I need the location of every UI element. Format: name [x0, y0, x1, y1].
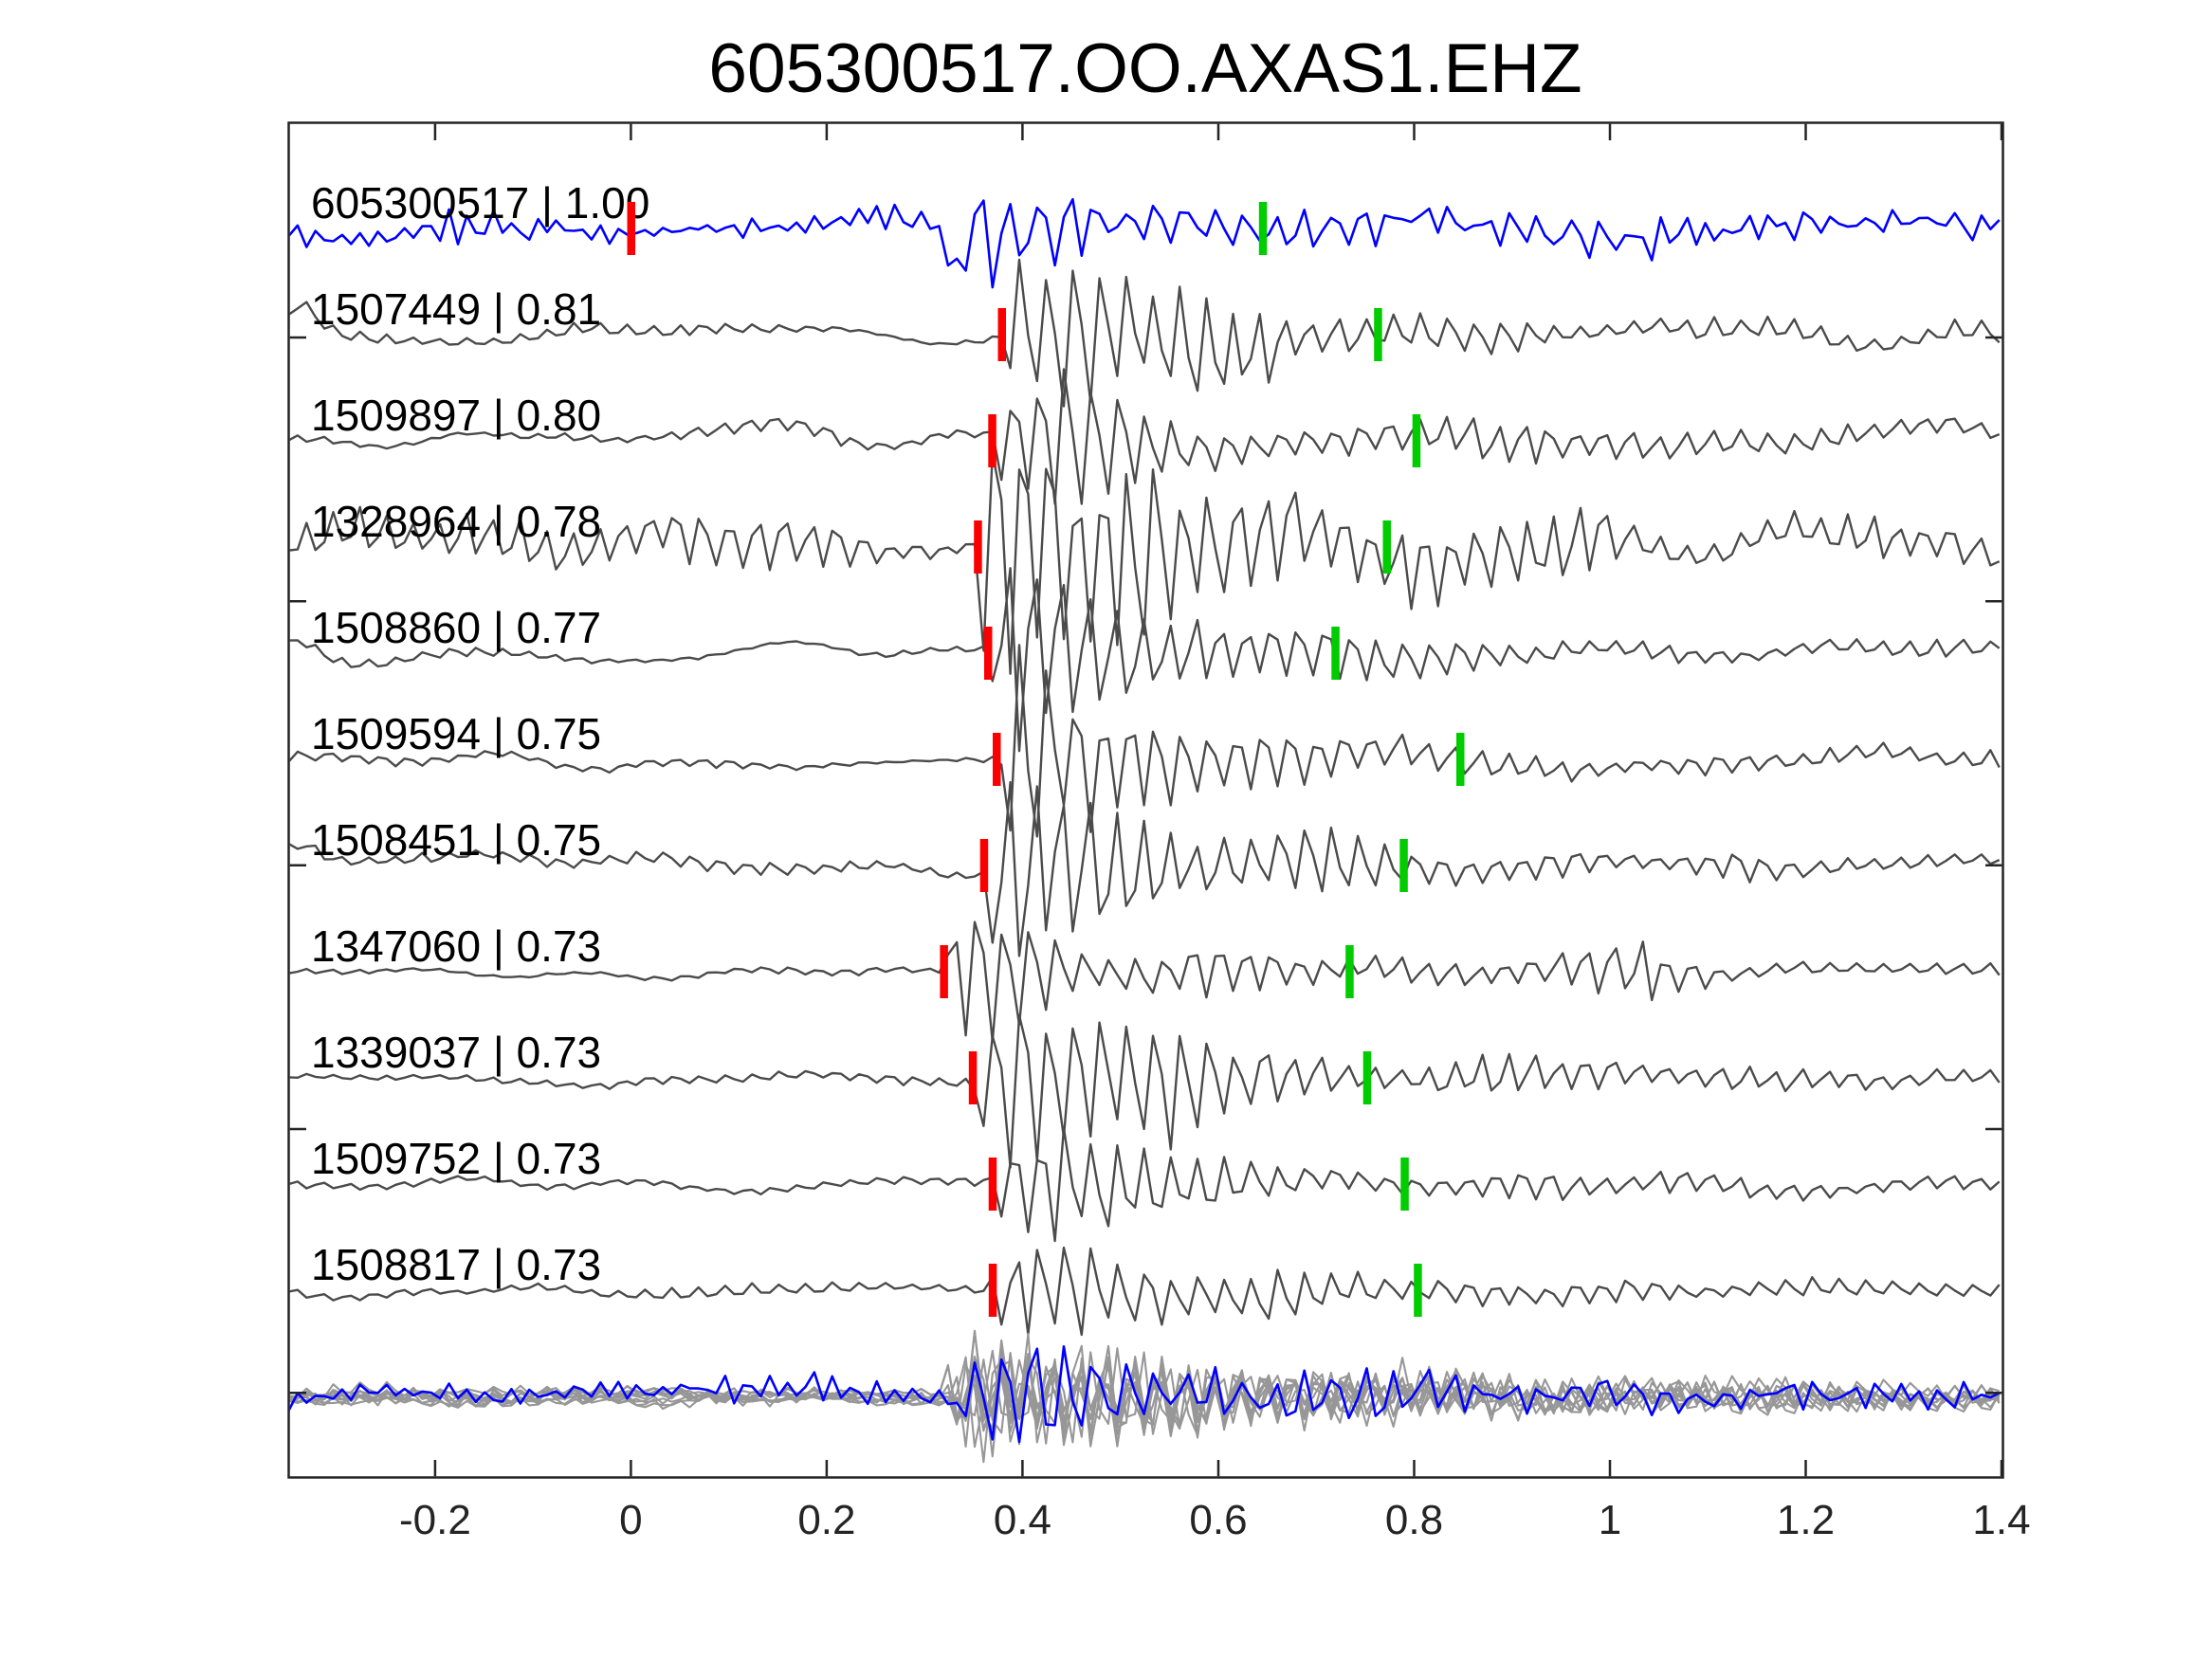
svg-text:1509594 | 0.75: 1509594 | 0.75	[311, 709, 601, 758]
svg-text:1328964 | 0.78: 1328964 | 0.78	[311, 497, 601, 546]
svg-text:0.4: 0.4	[994, 1497, 1051, 1543]
svg-text:1509752 | 0.73: 1509752 | 0.73	[311, 1134, 601, 1183]
svg-text:-0.2: -0.2	[399, 1497, 471, 1543]
svg-text:1508860 | 0.77: 1508860 | 0.77	[311, 603, 601, 652]
svg-text:0: 0	[619, 1497, 642, 1543]
svg-text:0.8: 0.8	[1385, 1497, 1443, 1543]
svg-text:1508451 | 0.75: 1508451 | 0.75	[311, 815, 601, 865]
svg-text:1: 1	[1599, 1497, 1621, 1543]
svg-text:605300517 | 1.00: 605300517 | 1.00	[311, 178, 649, 228]
svg-text:1339037 | 0.73: 1339037 | 0.73	[311, 1028, 601, 1077]
svg-text:605300517.OO.AXAS1.EHZ: 605300517.OO.AXAS1.EHZ	[708, 30, 1581, 107]
svg-text:0.2: 0.2	[797, 1497, 855, 1543]
svg-text:1507449 | 0.81: 1507449 | 0.81	[311, 284, 601, 334]
svg-text:0.6: 0.6	[1189, 1497, 1247, 1543]
svg-text:1347060 | 0.73: 1347060 | 0.73	[311, 921, 601, 971]
svg-text:1509897 | 0.80: 1509897 | 0.80	[311, 391, 601, 440]
svg-text:1.4: 1.4	[1972, 1497, 2030, 1543]
svg-text:1508817 | 0.73: 1508817 | 0.73	[311, 1240, 601, 1289]
svg-text:1.2: 1.2	[1777, 1497, 1835, 1543]
